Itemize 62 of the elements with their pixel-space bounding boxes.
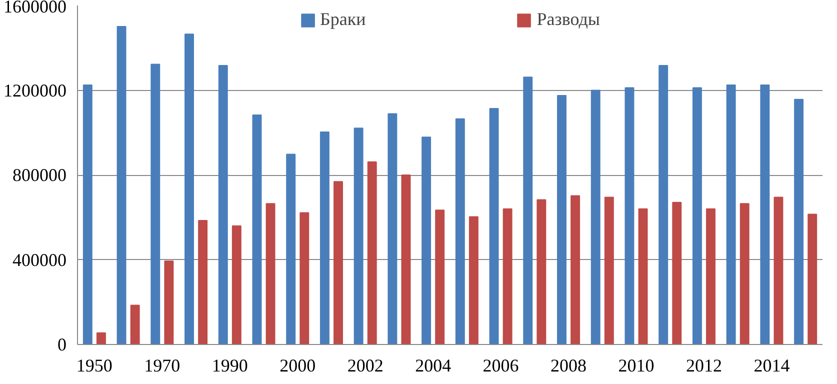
bar [164, 260, 174, 344]
x-tick-label: 2010 [618, 356, 654, 376]
bar [354, 128, 364, 344]
bar [388, 113, 398, 344]
x-tick-label: 1970 [144, 356, 180, 376]
bar [638, 208, 648, 344]
bar [300, 212, 310, 344]
bar [740, 203, 750, 344]
bar [367, 161, 377, 344]
bar [252, 114, 262, 344]
bar [150, 64, 160, 344]
bar [266, 203, 276, 344]
bar [523, 76, 533, 344]
bar [489, 108, 499, 344]
legend-label: Браки [320, 9, 366, 30]
bar [706, 208, 716, 344]
x-tick-label: 2008 [550, 356, 587, 376]
bar [672, 202, 682, 344]
bar [82, 84, 92, 344]
bar [536, 199, 546, 344]
x-tick-label: 2004 [415, 356, 452, 376]
bar [218, 64, 228, 344]
x-tick-label: 2006 [482, 356, 519, 376]
bar [808, 214, 818, 344]
bar [116, 26, 126, 344]
x-tick-label: 2002 [347, 356, 384, 376]
y-tick-label: 800000 [12, 165, 66, 185]
bar [455, 118, 465, 344]
x-tick-label: 2014 [754, 356, 790, 376]
bar [130, 304, 140, 344]
bar [557, 95, 566, 344]
bar [604, 196, 614, 344]
bar [590, 90, 600, 344]
bar [232, 225, 242, 344]
bar [184, 34, 194, 344]
bar [658, 64, 668, 344]
bar [468, 216, 478, 344]
x-tick-label: 1990 [212, 356, 248, 376]
y-tick-label: 0 [58, 334, 66, 354]
bar [794, 98, 804, 344]
bar [502, 208, 512, 344]
bar [96, 332, 106, 344]
y-tick-label: 1600000 [4, 0, 66, 16]
x-tick-label: 2000 [280, 356, 316, 376]
x-tick-label: 2012 [686, 356, 722, 376]
bar [435, 210, 445, 344]
bar [320, 131, 330, 344]
bar [334, 181, 343, 344]
bar [198, 220, 208, 344]
bar [760, 84, 770, 344]
bar [726, 84, 736, 344]
bar [774, 196, 784, 344]
bar [422, 136, 432, 344]
bar [624, 87, 634, 344]
y-tick-label: 1200000 [4, 80, 66, 100]
bar [401, 174, 411, 344]
bar [570, 195, 580, 344]
legend-label: Разводы [536, 9, 600, 30]
bar [692, 87, 702, 344]
x-tick-label: 1950 [76, 356, 112, 376]
y-tick-label: 400000 [12, 250, 66, 270]
bar [286, 154, 296, 344]
